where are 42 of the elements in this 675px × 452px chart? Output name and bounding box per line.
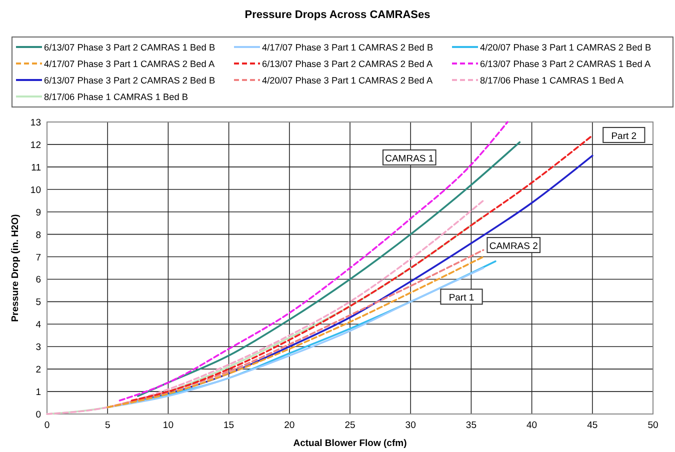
annotation: Part 2 <box>611 130 637 142</box>
y-tick-label: 13 <box>30 118 41 128</box>
legend-label: 4/17/07 Phase 3 Part 1 CAMRAS 2 Bed B <box>262 42 434 52</box>
y-tick-label: 0 <box>36 410 41 420</box>
x-tick-label: 15 <box>224 420 234 431</box>
y-tick-label: 1 <box>36 387 41 398</box>
legend-label: 4/20/07 Phase 3 Part 1 CAMRAS 2 Bed B <box>480 42 652 52</box>
chart-title: Pressure Drops Across CAMRASes <box>244 9 430 21</box>
legend-label: 6/13/07 Phase 3 Part 2 CAMRAS 2 Bed B <box>44 76 216 86</box>
legend-label: 4/17/07 Phase 3 Part 1 CAMRAS 2 Bed A <box>44 59 216 69</box>
legend-label: 6/13/07 Phase 3 Part 2 CAMRAS 2 Bed A <box>262 59 434 69</box>
x-axis-title: Actual Blower Flow (cfm) <box>293 438 407 449</box>
x-tick-label: 35 <box>466 420 476 431</box>
y-tick-label: 12 <box>30 140 41 151</box>
legend-label: 6/13/07 Phase 3 Part 2 CAMRAS 1 Bed B <box>44 42 216 52</box>
x-tick-label: 0 <box>44 420 50 431</box>
y-tick-label: 11 <box>31 162 41 174</box>
annotation: CAMRAS 1 <box>385 153 434 164</box>
x-tick-label: 10 <box>162 420 174 431</box>
legend-label: 6/13/07 Phase 3 Part 2 CAMRAS 1 Bed A <box>480 59 652 69</box>
annotation: CAMRAS 2 <box>489 241 538 252</box>
x-tick-label: 30 <box>405 420 416 431</box>
x-tick-label: 20 <box>284 420 295 431</box>
legend-label: 8/17/06 Phase 1 CAMRAS 1 Bed A <box>480 76 624 86</box>
legend-label: 4/20/07 Phase 3 Part 1 CAMRAS 2 Bed A <box>262 76 434 86</box>
x-tick-label: 25 <box>344 420 356 431</box>
y-axis-title: Pressure Drop (in. H2O) <box>10 214 21 322</box>
x-tick-label: 50 <box>648 420 658 431</box>
y-tick-label: 5 <box>36 297 41 308</box>
legend-label: 8/17/06 Phase 1 CAMRAS 1 Bed B <box>44 92 188 102</box>
y-tick-label: 8 <box>36 230 41 241</box>
y-tick-label: 4 <box>36 320 41 331</box>
y-tick-label: 3 <box>36 342 41 354</box>
y-tick-label: 7 <box>36 252 41 264</box>
y-tick-label: 6 <box>36 274 41 286</box>
y-tick-label: 10 <box>30 184 41 196</box>
y-tick-label: 2 <box>36 364 41 376</box>
y-tick-label: 9 <box>36 207 41 218</box>
x-tick-label: 5 <box>104 420 110 431</box>
x-tick-label: 45 <box>587 420 598 431</box>
annotation: Part 1 <box>448 292 474 304</box>
x-tick-label: 40 <box>526 420 538 431</box>
